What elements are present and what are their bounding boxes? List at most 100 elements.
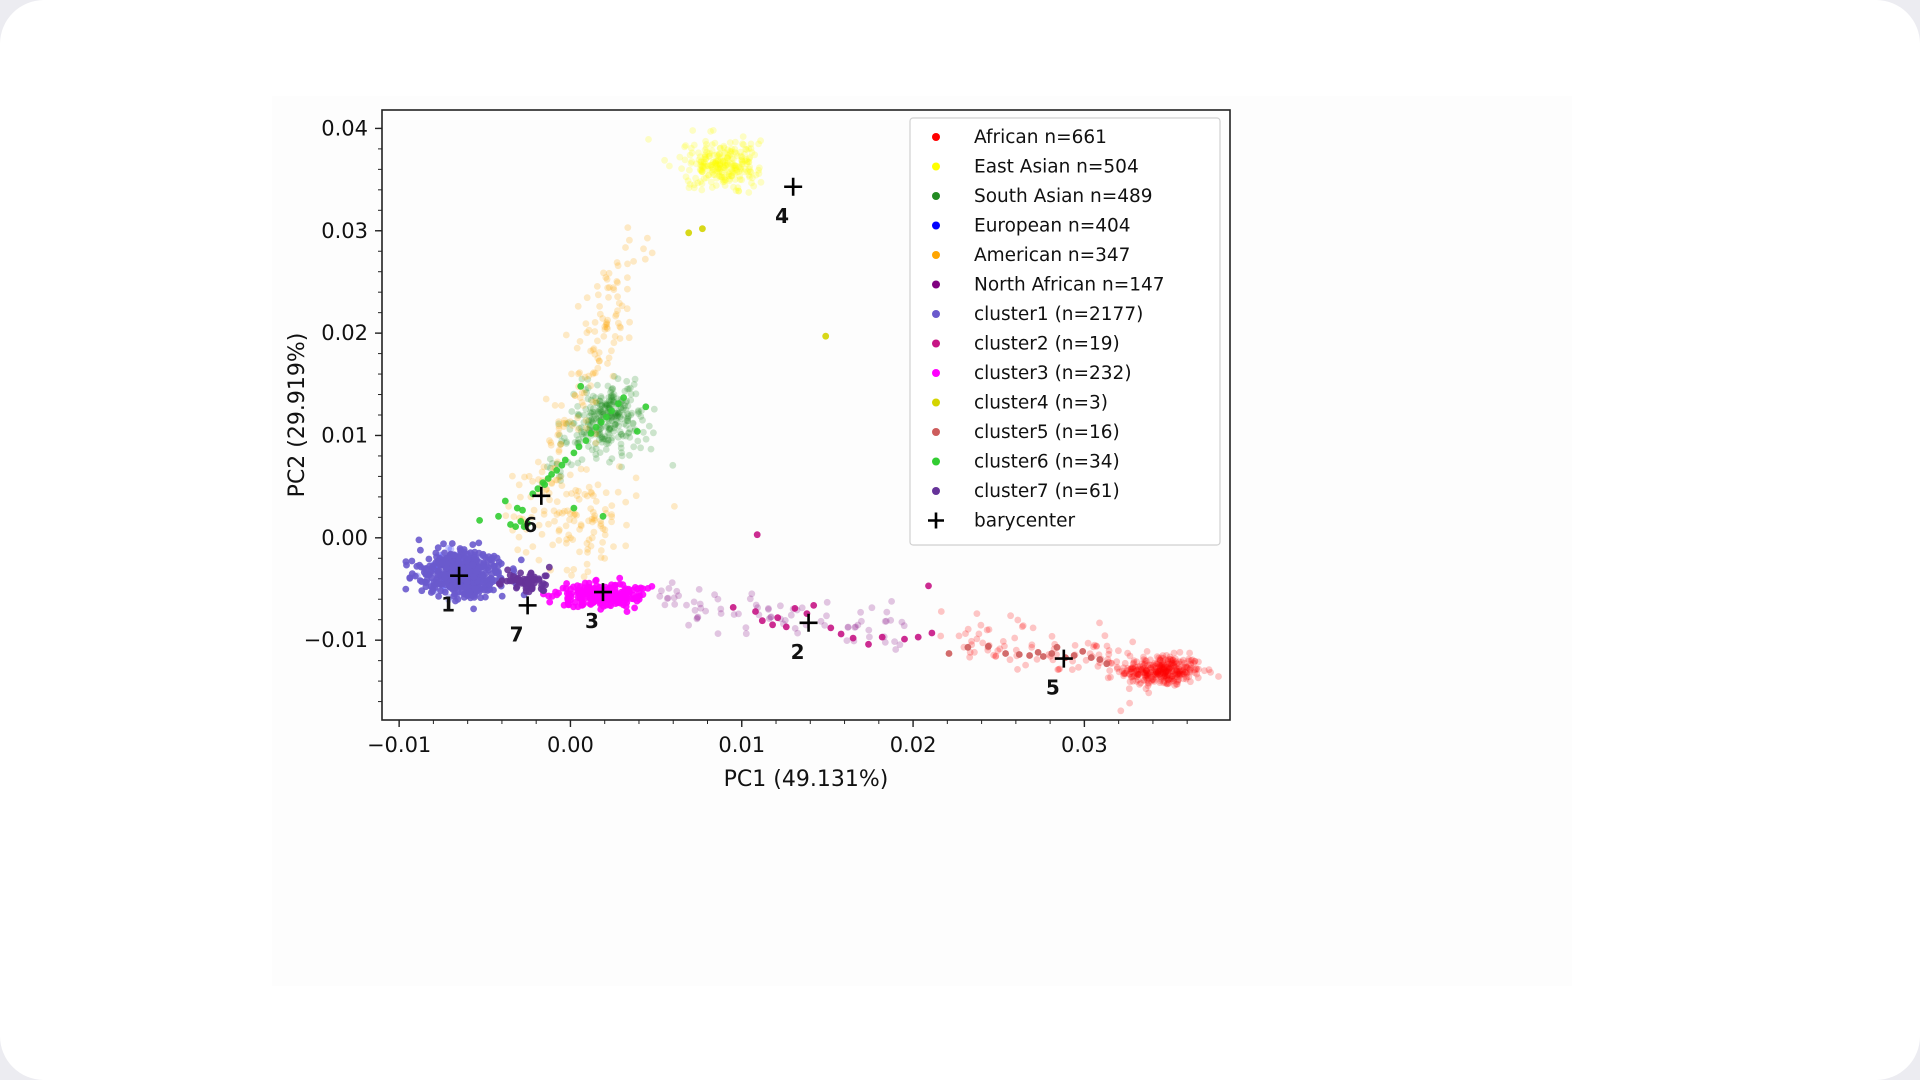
barycenter-label: 4 [775,204,789,228]
point-cluster6-n-34 [597,418,605,426]
point-american-n-347 [640,245,647,253]
point-african-n-661 [1158,673,1165,681]
point-american-n-347 [585,483,593,491]
point-east-asian-n-504 [710,167,717,174]
point-cluster3-n-232 [623,608,631,615]
point-south-asian-n-489 [586,412,594,420]
point-american-n-347 [576,338,584,345]
point-african-n-661 [1178,658,1186,666]
point-african-n-661 [1160,660,1167,668]
point-north-african-n-147 [823,612,830,620]
point-east-asian-n-504 [712,182,720,189]
point-cluster1-n-2177 [408,557,416,565]
point-east-asian-n-504 [720,163,728,171]
point-south-asian-n-489 [596,397,604,405]
point-south-asian-n-489 [546,455,554,463]
point-american-n-347 [626,318,633,326]
point-african-n-661 [1140,653,1147,661]
point-american-n-347 [616,323,624,330]
point-south-asian-n-489 [587,410,595,417]
point-american-n-347 [585,372,593,380]
point-east-asian-n-504 [738,157,745,164]
point-east-asian-n-504 [697,167,705,174]
point-american-n-347 [615,319,622,327]
point-cluster1-n-2177 [439,559,446,567]
point-north-african-n-147 [843,637,851,644]
point-cluster3-n-232 [593,582,601,590]
point-south-asian-n-489 [608,396,615,404]
point-north-african-n-147 [866,633,873,641]
point-african-n-661 [1141,657,1149,664]
point-north-african-n-147 [767,613,775,621]
point-cluster3-n-232 [574,582,581,590]
point-east-asian-n-504 [709,127,717,134]
point-south-asian-n-489 [595,436,603,444]
point-east-asian-n-504 [714,165,722,172]
point-east-asian-n-504 [727,149,735,157]
point-north-african-n-147 [857,608,864,616]
point-african-n-661 [1164,662,1172,670]
point-south-asian-n-489 [610,391,618,398]
point-east-asian-n-504 [720,178,728,185]
point-south-asian-n-489 [557,440,564,448]
point-south-asian-n-489 [574,403,581,410]
point-east-asian-n-504 [722,161,729,169]
point-african-n-661 [1129,677,1137,685]
point-african-n-661 [1191,657,1199,665]
point-american-n-347 [565,531,573,539]
point-african-n-661 [1138,660,1146,667]
point-south-asian-n-489 [609,392,616,399]
point-african-n-661 [1127,665,1135,673]
legend-marker [932,133,940,141]
point-american-n-347 [587,347,594,355]
point-north-african-n-147 [742,630,750,638]
point-east-asian-n-504 [748,179,755,187]
point-american-n-347 [608,518,615,526]
point-african-n-661 [1164,656,1172,664]
point-african-n-661 [1160,679,1167,687]
point-south-asian-n-489 [591,412,598,419]
point-east-asian-n-504 [716,162,724,170]
point-cluster1-n-2177 [463,578,471,586]
point-african-n-661 [1125,670,1133,678]
point-african-n-661 [1187,660,1195,668]
point-american-n-347 [567,534,574,542]
point-south-asian-n-489 [610,427,618,435]
point-african-n-661 [1175,664,1183,671]
point-east-asian-n-504 [721,182,729,189]
point-east-asian-n-504 [719,164,727,171]
point-african-n-661 [1163,652,1170,659]
point-african-n-661 [1068,666,1076,673]
point-african-n-661 [1126,670,1134,678]
point-east-asian-n-504 [746,173,754,181]
point-east-asian-n-504 [714,165,722,173]
point-north-african-n-147 [881,639,889,646]
point-south-asian-n-489 [584,418,592,426]
barycenter-marker [593,583,612,602]
point-cluster7-n-61 [524,579,532,587]
point-african-n-661 [1168,667,1176,674]
point-african-n-661 [1186,666,1194,673]
point-east-asian-n-504 [728,145,736,153]
point-african-n-661 [1163,672,1171,680]
point-african-n-661 [1180,670,1188,678]
point-cluster2-n-19 [774,614,782,622]
point-american-n-347 [558,509,566,517]
point-east-asian-n-504 [730,161,738,169]
point-african-n-661 [1205,666,1213,674]
point-american-n-347 [585,326,593,334]
point-american-n-347 [553,511,561,518]
point-african-n-661 [1130,665,1138,673]
point-south-asian-n-489 [622,399,630,407]
point-african-n-661 [1162,667,1170,674]
point-american-n-347 [605,354,613,362]
point-east-asian-n-504 [702,155,710,163]
point-african-n-661 [1152,662,1159,670]
point-african-n-661 [1168,659,1176,666]
point-north-african-n-147 [865,626,873,634]
point-east-asian-n-504 [757,178,765,186]
point-east-asian-n-504 [699,160,707,168]
point-african-n-661 [1133,667,1141,674]
point-american-n-347 [570,517,578,525]
point-south-asian-n-489 [592,399,600,407]
